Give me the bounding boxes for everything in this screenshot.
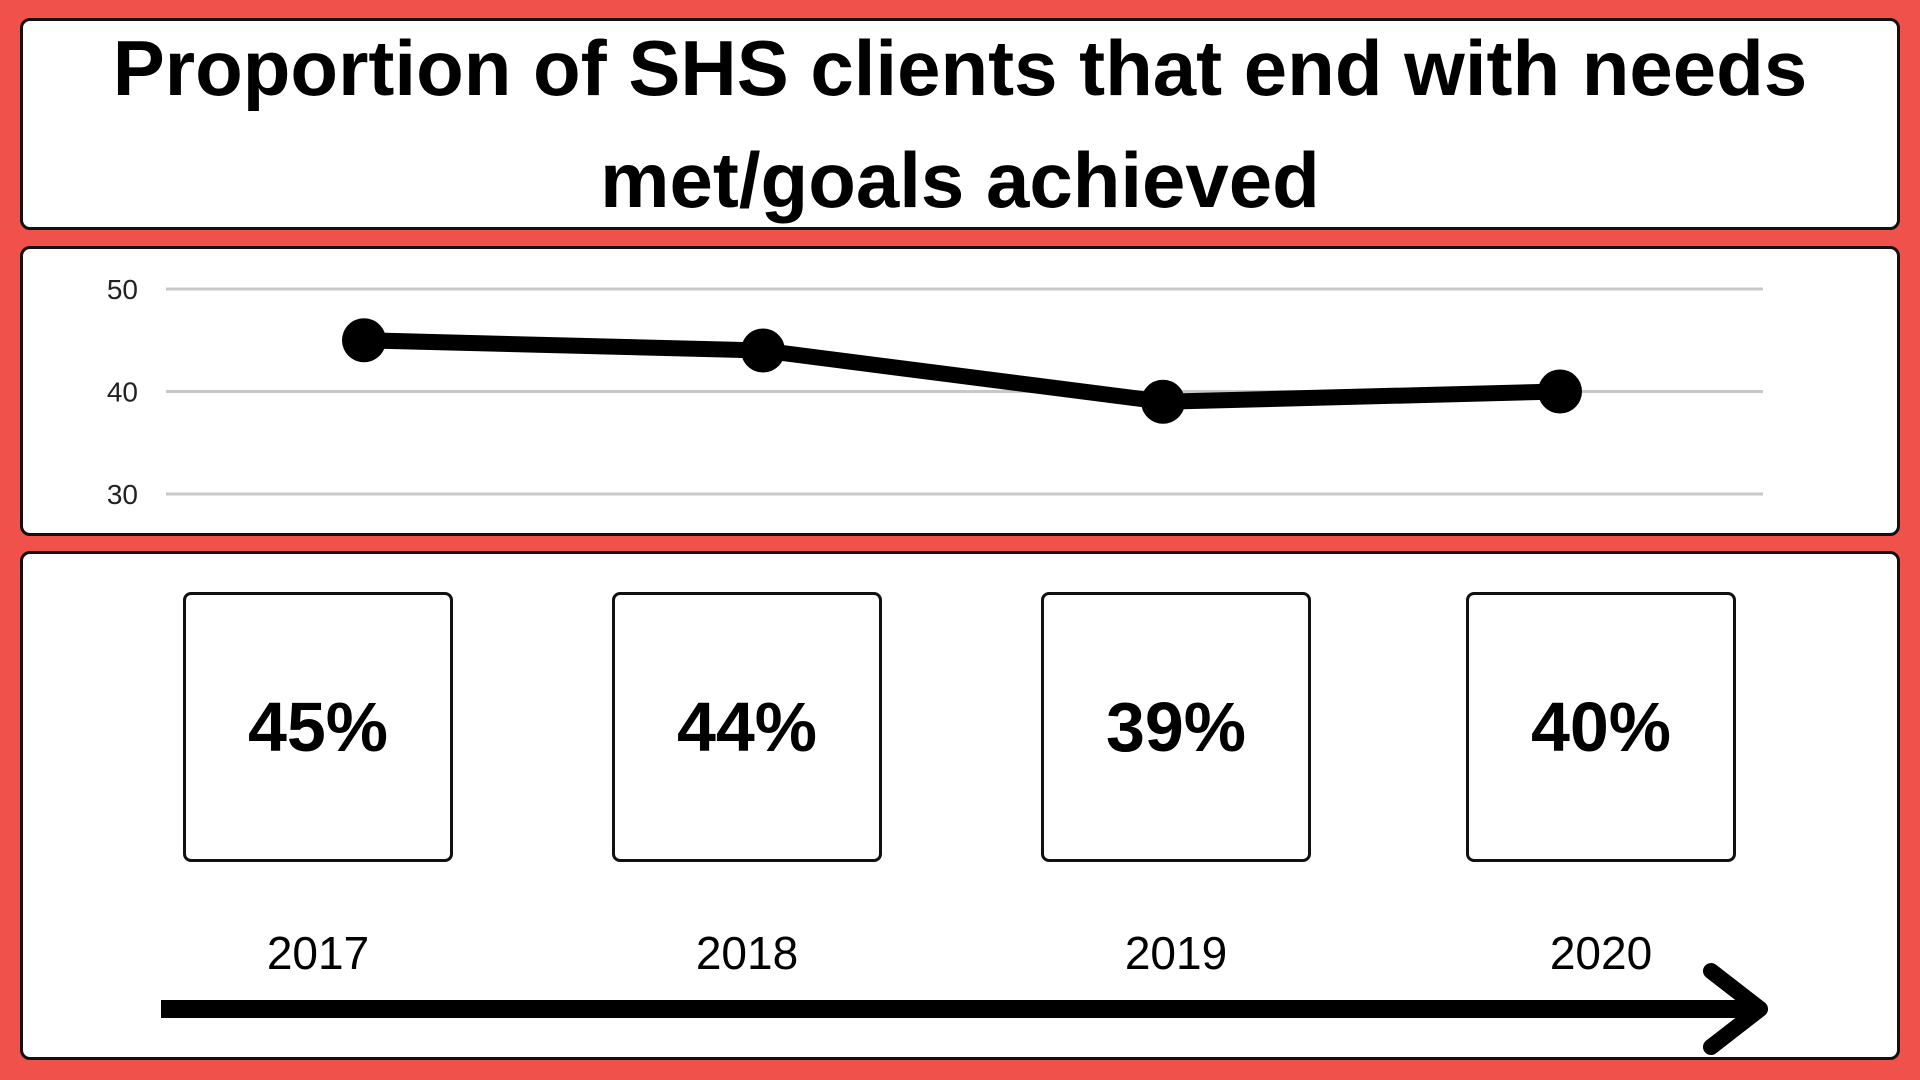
- title-panel: Proportion of SHS clients that end with …: [20, 18, 1900, 230]
- data-point: [741, 328, 785, 373]
- card-value: 39%: [1105, 688, 1247, 766]
- series-line: [363, 332, 1561, 410]
- cards-panel: 45% 44% 39% 40% 2017 2018 2019 2020: [20, 551, 1900, 1060]
- chart-panel: 50 40 30: [20, 246, 1900, 536]
- year-label: 2020: [1549, 927, 1653, 979]
- value-card: 44%: [612, 592, 882, 862]
- data-point: [1538, 369, 1582, 414]
- year-label: 2017: [266, 927, 370, 979]
- year-label: 2019: [1124, 927, 1228, 979]
- value-card: 39%: [1041, 592, 1311, 862]
- card-value: 40%: [1530, 688, 1672, 766]
- y-tick-label: 40: [107, 377, 138, 408]
- y-tick-label: 50: [107, 274, 138, 305]
- card-value: 44%: [676, 688, 818, 766]
- value-card: 40%: [1466, 592, 1736, 862]
- card-value: 45%: [247, 688, 389, 766]
- y-tick-label: 30: [107, 479, 138, 510]
- page-title: Proportion of SHS clients that end with …: [112, 24, 1808, 224]
- data-point: [342, 318, 386, 363]
- data-point: [1141, 379, 1185, 424]
- year-label: 2018: [695, 927, 799, 979]
- value-card: 45%: [183, 592, 453, 862]
- arrow-right-icon: [161, 963, 1768, 1055]
- line-chart: 50 40 30: [107, 274, 1763, 510]
